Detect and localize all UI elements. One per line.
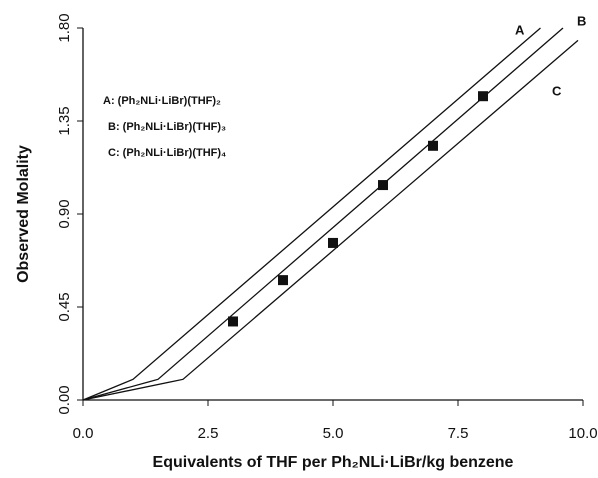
y-axis-label: Observed Molality — [15, 145, 32, 283]
data-point — [328, 237, 338, 248]
data-point — [478, 91, 488, 102]
y-tick-label: 1.80 — [56, 13, 73, 42]
x-tick-label: 10.0 — [568, 425, 597, 442]
y-tick-label: 0.45 — [56, 292, 73, 321]
legend-entry: A: (Ph₂NLi·LiBr)(THF)₂ — [103, 95, 221, 107]
legend-entry: B: (Ph₂NLi·LiBr)(THF)₃ — [108, 121, 226, 133]
x-tick-label: 0.0 — [73, 425, 94, 442]
y-tick-label: 1.35 — [56, 106, 73, 135]
series-line — [82, 27, 541, 401]
data-point — [278, 275, 288, 286]
legend-entry: C: (Ph₂NLi·LiBr)(THF)₄ — [108, 147, 226, 159]
data-point — [428, 140, 438, 151]
y-tick-label: 0.00 — [56, 385, 73, 414]
data-point — [228, 316, 238, 327]
data-point — [378, 180, 388, 191]
line-label: C — [552, 83, 562, 98]
series-line — [82, 39, 579, 401]
x-tick-label: 2.5 — [198, 425, 219, 442]
x-tick-label: 5.0 — [323, 425, 344, 442]
y-tick-label: 0.90 — [56, 199, 73, 228]
x-tick-label: 7.5 — [448, 425, 469, 442]
line-label: A — [515, 22, 525, 37]
line-label: B — [577, 13, 586, 28]
series-line — [82, 27, 564, 401]
x-axis-label: Equivalents of THF per Ph₂NLi·LiBr/kg be… — [153, 454, 514, 471]
